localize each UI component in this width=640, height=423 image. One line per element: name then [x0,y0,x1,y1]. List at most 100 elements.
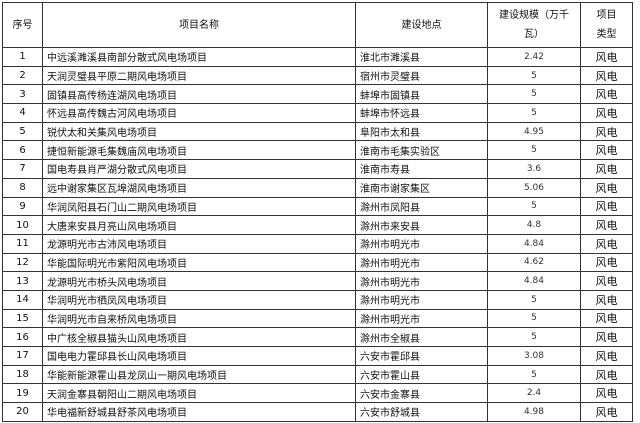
project-type: 风电 [580,121,633,142]
project-scale: 5 [487,84,581,105]
table-row: 6 捷恒新能源毛集魏庙风电场项目 淮南市毛集实验区 5 风电 [2,140,633,161]
project-type: 风电 [580,215,633,235]
row-number: 6 [2,140,43,161]
table-row: 9 华润凤阳县石门山二期风电场项目 滁州市凤阳县 5 风电 [2,196,633,217]
project-name: 华电福新舒城县舒茶风电场项目 [42,402,356,422]
project-name: 远中谢家集区瓦埠湖风电场项目 [42,177,356,198]
project-scale: 2.42 [487,47,581,67]
project-scale: 4.8 [487,215,581,235]
project-type: 风电 [580,327,633,347]
project-location: 滁州市凤阳县 [355,196,488,217]
table-row: 5 锐伏太和关集风电场项目 阜阳市太和县 4.95 风电 [2,121,633,142]
project-location: 滁州市明光市 [355,233,488,254]
project-type: 风电 [580,140,633,161]
project-type: 风电 [580,196,633,217]
project-name: 国电电力霍邱县长山风电场项目 [42,346,356,366]
project-type: 风电 [580,383,633,404]
row-number: 12 [2,252,43,273]
row-number: 15 [2,308,43,329]
project-type: 风电 [580,47,633,67]
table-row: 14 华润明光市栖凤风电场项目 滁州市明光市 5 风电 [2,289,633,310]
project-type: 风电 [580,233,633,254]
row-number: 17 [2,346,43,366]
project-scale: 5 [487,308,581,329]
table-row: 7 国电寿县肖严湖分散式风电项目 淮南市寿县 3.6 风电 [2,159,633,179]
project-location: 阜阳市太和县 [355,121,488,142]
project-scale: 5 [487,140,581,161]
project-type: 风电 [580,289,633,310]
project-type: 风电 [580,308,633,329]
project-location: 六安市霍山县 [355,364,488,385]
row-number: 20 [2,402,43,422]
header-no: 序号 [2,2,43,48]
project-name: 华能新能源霍山县龙凤山一期风电场项目 [42,364,356,385]
project-type: 风电 [580,103,633,123]
project-location: 宿州市灵璧县 [355,65,488,86]
project-location: 六安市舒城县 [355,402,488,422]
row-number: 11 [2,233,43,254]
project-name: 锐伏太和关集风电场项目 [42,121,356,142]
project-name: 华润明光市自来桥风电场项目 [42,308,356,329]
header-scale: 建设规模（万千瓦） [487,2,581,48]
project-type: 风电 [580,346,633,366]
project-scale: 4.95 [487,121,581,142]
row-number: 8 [2,177,43,198]
row-number: 13 [2,271,43,291]
project-name: 怀远县高传魏古河风电场项目 [42,103,356,123]
project-name: 天润灵璧县平原二期风电场项目 [42,65,356,86]
row-number: 4 [2,103,43,123]
row-number: 1 [2,47,43,67]
project-scale: 4.84 [487,233,581,254]
project-location: 滁州市全椒县 [355,327,488,347]
project-type: 风电 [580,65,633,86]
row-number: 18 [2,364,43,385]
project-scale: 3.6 [487,159,581,179]
row-number: 19 [2,383,43,404]
project-location: 六安市霍邱县 [355,346,488,366]
project-scale: 4.84 [487,271,581,291]
project-type: 风电 [580,271,633,291]
wind-projects-table: 序号 项目名称 建设地点 建设规模（万千瓦） 项目类型 1 中远溪濉溪县南部分散式… [2,2,633,422]
row-number: 7 [2,159,43,179]
project-name: 华能国际明光市紫阳风电场项目 [42,252,356,273]
table-row: 10 大唐来安县月亮山风电场项目 滁州市来安县 4.8 风电 [2,215,633,235]
table-row: 19 天润金寨县朝阳山二期风电场项目 六安市金寨县 2.4 风电 [2,383,633,404]
header-row: 序号 项目名称 建设地点 建设规模（万千瓦） 项目类型 [2,2,633,48]
project-name: 中广核全椒县猫头山风电场项目 [42,327,356,347]
project-name: 龙源明光市桥头风电场项目 [42,271,356,291]
project-scale: 5 [487,364,581,385]
project-location: 滁州市来安县 [355,215,488,235]
row-number: 10 [2,215,43,235]
project-type: 风电 [580,252,633,273]
project-name: 国电寿县肖严湖分散式风电项目 [42,159,356,179]
header-name: 项目名称 [42,2,356,48]
project-type: 风电 [580,177,633,198]
project-location: 淮南市谢家集区 [355,177,488,198]
project-name: 天润金寨县朝阳山二期风电场项目 [42,383,356,404]
table-row: 8 远中谢家集区瓦埠湖风电场项目 淮南市谢家集区 5.06 风电 [2,177,633,198]
table-row: 16 中广核全椒县猫头山风电场项目 滁州市全椒县 5 风电 [2,327,633,347]
project-location: 滁州市明光市 [355,271,488,291]
project-location: 淮南市毛集实验区 [355,140,488,161]
table-row: 2 天润灵璧县平原二期风电场项目 宿州市灵璧县 5 风电 [2,65,633,86]
table-row: 13 龙源明光市桥头风电场项目 滁州市明光市 4.84 风电 [2,271,633,291]
project-scale: 5.06 [487,177,581,198]
table-row: 4 怀远县高传魏古河风电场项目 蚌埠市怀远县 5 风电 [2,103,633,123]
project-location: 淮南市寿县 [355,159,488,179]
project-location: 淮北市濉溪县 [355,47,488,67]
project-name: 华润明光市栖凤风电场项目 [42,289,356,310]
row-number: 3 [2,84,43,105]
row-number: 2 [2,65,43,86]
project-scale: 5 [487,103,581,123]
project-location: 滁州市明光市 [355,289,488,310]
project-type: 风电 [580,364,633,385]
table-row: 15 华润明光市自来桥风电场项目 滁州市明光市 5 风电 [2,308,633,329]
project-name: 捷恒新能源毛集魏庙风电场项目 [42,140,356,161]
project-scale: 5 [487,65,581,86]
project-location: 蚌埠市固镇县 [355,84,488,105]
project-scale: 5 [487,196,581,217]
table-row: 12 华能国际明光市紫阳风电场项目 滁州市明光市 4.62 风电 [2,252,633,273]
project-location: 蚌埠市怀远县 [355,103,488,123]
table-row: 1 中远溪濉溪县南部分散式风电场项目 淮北市濉溪县 2.42 风电 [2,47,633,67]
project-name: 固镇县高传杨连湖风电场项目 [42,84,356,105]
